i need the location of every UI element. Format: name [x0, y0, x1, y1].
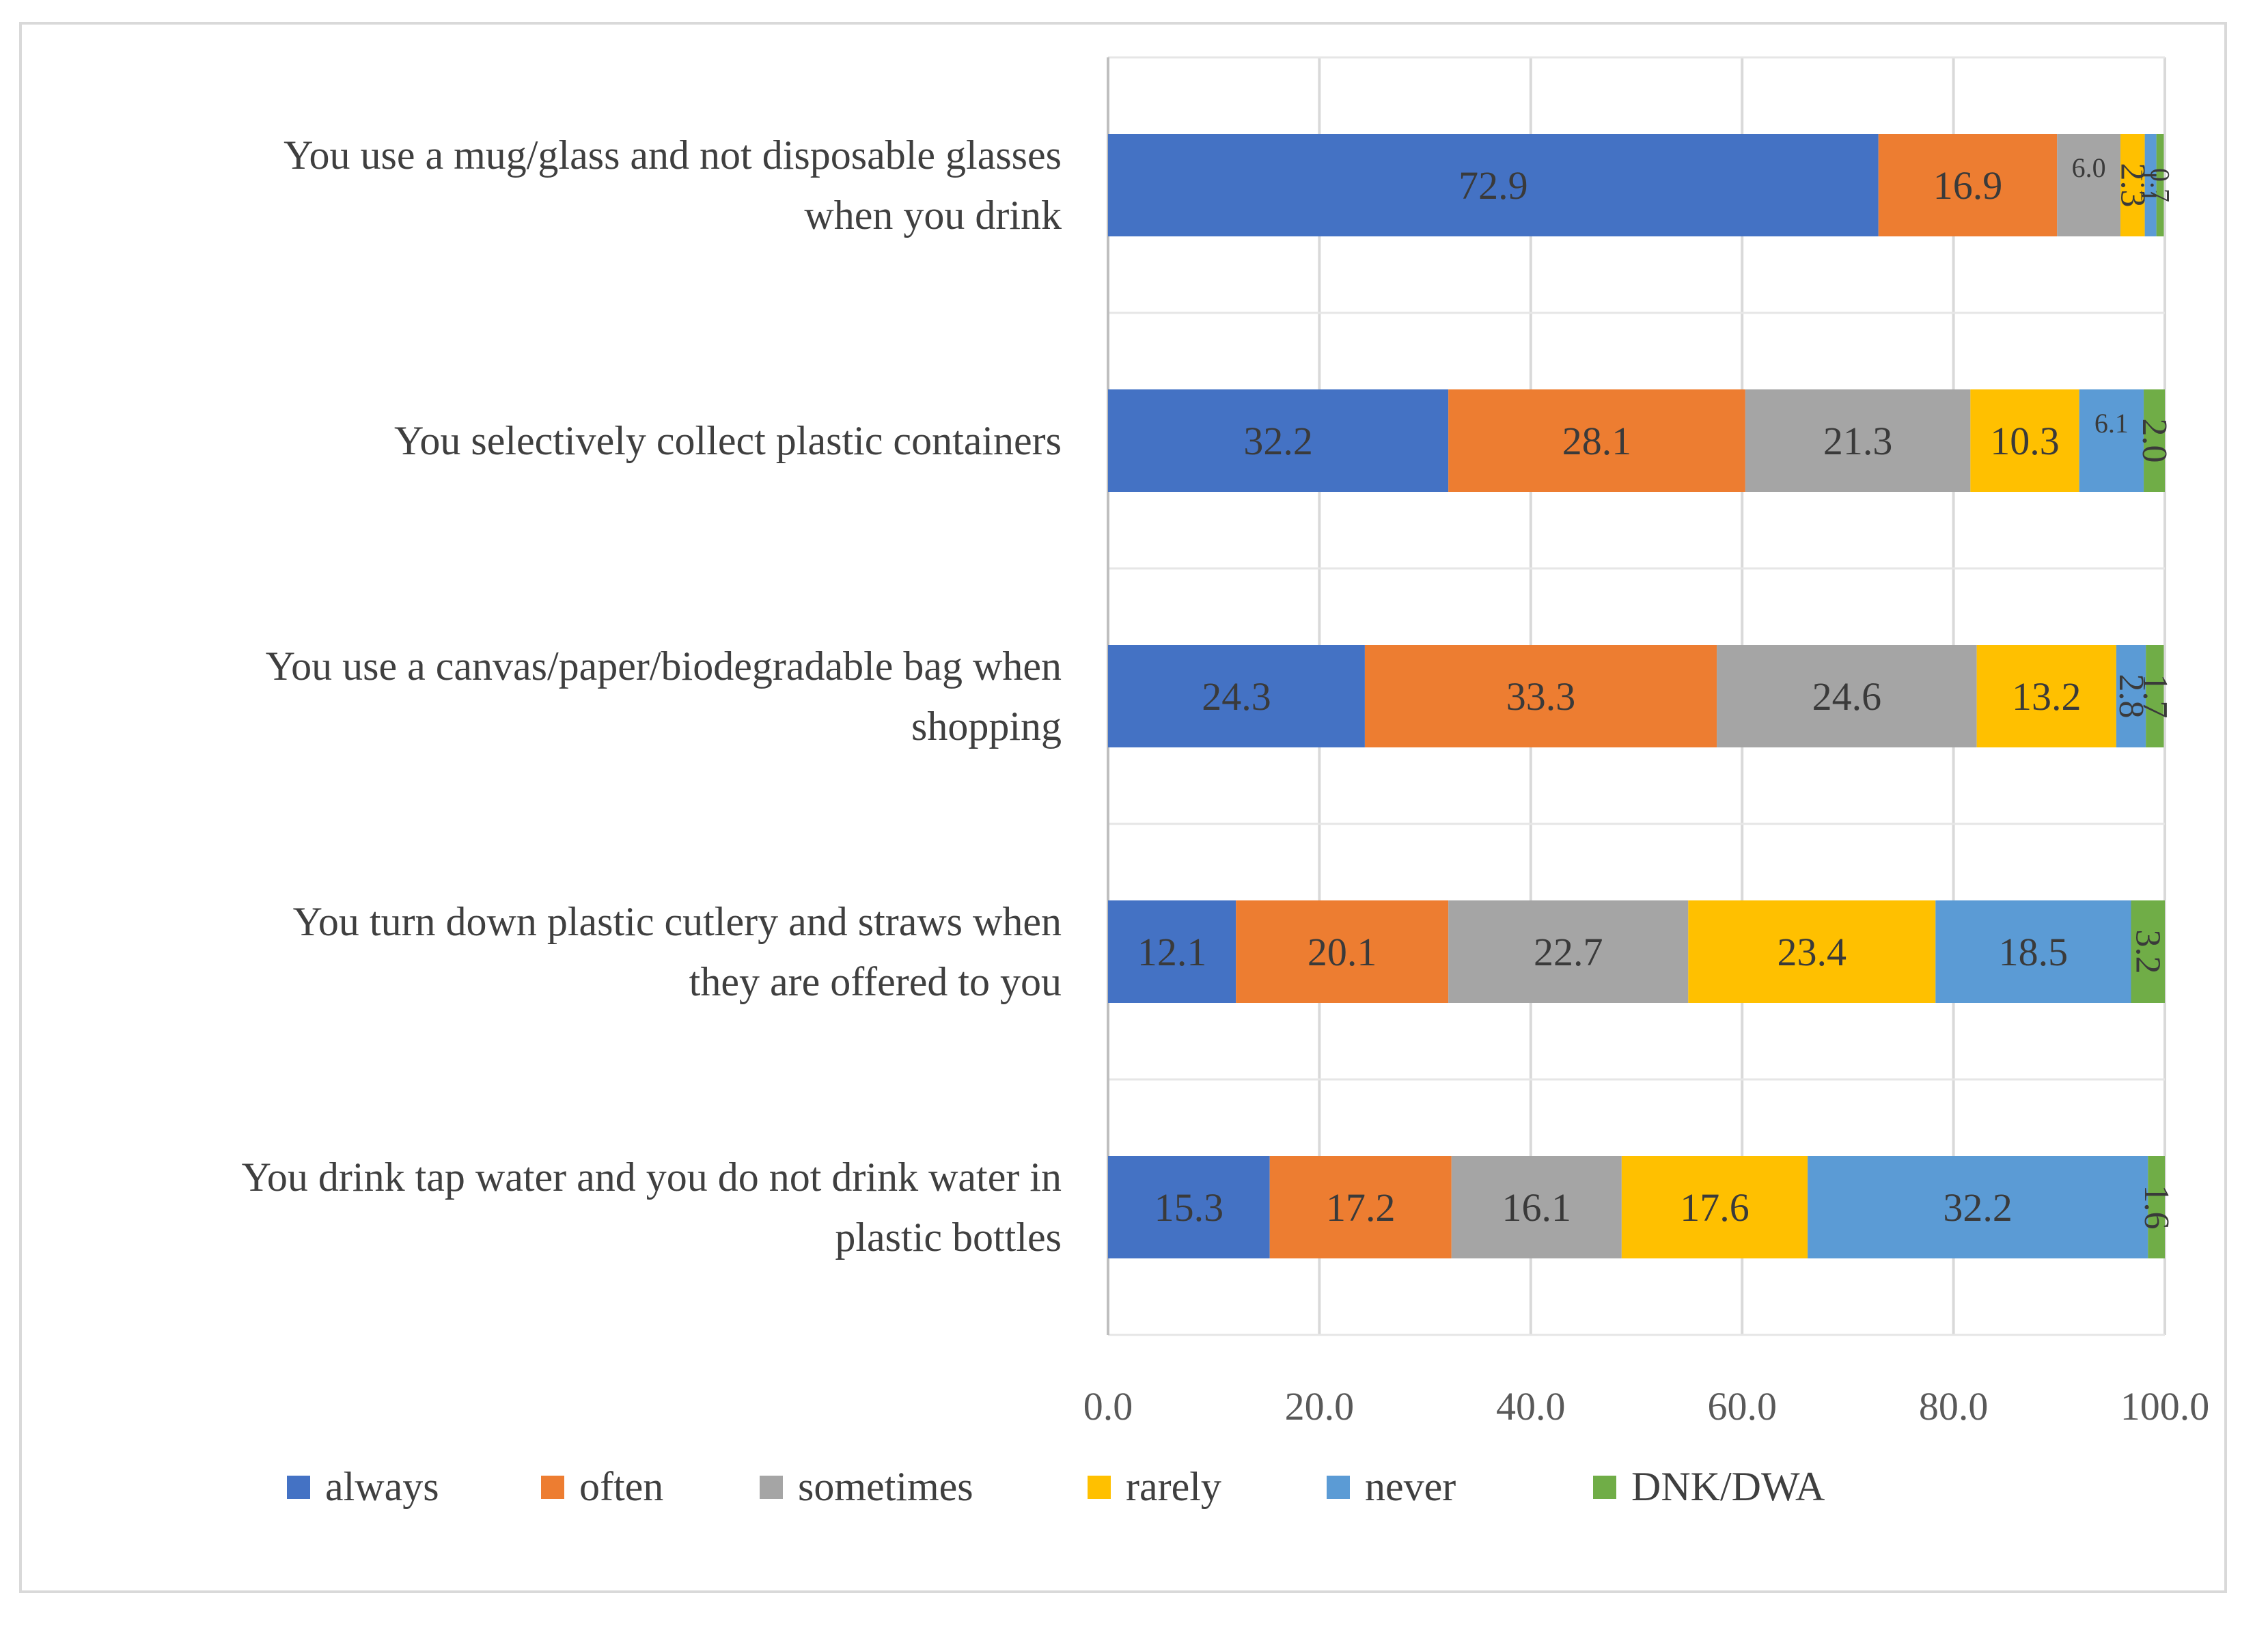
- bar-never: [1808, 1156, 2148, 1258]
- legend-swatch: [287, 1476, 310, 1499]
- category-label: You use a mug/glass and not disposable g…: [284, 133, 1062, 178]
- data-label: 13.2: [2012, 674, 2082, 719]
- data-label: 6.0: [2072, 152, 2106, 183]
- data-label: 21.3: [1823, 419, 1893, 463]
- category-label: You selectively collect plastic containe…: [394, 418, 1062, 463]
- data-label: 72.9: [1458, 163, 1528, 208]
- x-tick-label: 100.0: [2120, 1384, 2210, 1429]
- legend-swatch: [1327, 1476, 1350, 1499]
- bar-sometimes: [2057, 134, 2121, 236]
- bar-never: [2144, 134, 2157, 236]
- bar-never: [2079, 389, 2144, 492]
- legend-label: always: [325, 1464, 439, 1509]
- x-tick-label: 60.0: [1707, 1384, 1777, 1429]
- bar-always: [1108, 1156, 1270, 1258]
- bar-dnk-dwa: [2148, 1156, 2165, 1258]
- x-tick-label: 40.0: [1496, 1384, 1566, 1429]
- stacked-bar-chart: 0.0 20.0 40.0 60.0 80.0 100.0 You use a mug/gl…: [242, 56, 2210, 1509]
- data-label: 17.2: [1326, 1185, 1396, 1230]
- bar-sometimes: [1745, 389, 1971, 492]
- legend-swatch: [541, 1476, 564, 1499]
- category-label: plastic bottles: [835, 1215, 1062, 1260]
- x-tick-label: 0.0: [1083, 1384, 1133, 1429]
- data-label: 32.2: [1943, 1185, 2013, 1230]
- category-label: when you drink: [804, 193, 1062, 238]
- bar-often: [1269, 1156, 1452, 1258]
- legend-label: sometimes: [798, 1464, 973, 1509]
- bar-often: [1878, 134, 2058, 236]
- legend-label: never: [1365, 1464, 1456, 1509]
- bar-often: [1236, 900, 1449, 1003]
- bar-dnk-dwa: [2146, 645, 2164, 747]
- data-label: 3.2: [2129, 930, 2168, 974]
- legend-swatch: [1088, 1476, 1111, 1499]
- x-tick-label: 80.0: [1919, 1384, 1989, 1429]
- data-label: 24.3: [1202, 674, 1271, 719]
- bar-always: [1108, 645, 1365, 747]
- legend-label: often: [579, 1464, 663, 1509]
- data-label: 22.7: [1534, 930, 1603, 974]
- bar-dnk-dwa: [2131, 900, 2165, 1003]
- legend-swatch: [760, 1476, 783, 1499]
- bar-dnk-dwa: [2144, 389, 2165, 492]
- bar-sometimes: [1717, 645, 1977, 747]
- data-label: 6.1: [2094, 408, 2129, 439]
- data-label: 33.3: [1506, 674, 1576, 719]
- bar-always: [1108, 389, 1449, 492]
- data-label: 18.5: [1999, 930, 2069, 974]
- bar-dnk-dwa: [2156, 134, 2164, 236]
- data-label: 20.1: [1308, 930, 1377, 974]
- data-label: 1.6: [2137, 1185, 2176, 1230]
- data-label: 16.1: [1502, 1185, 1572, 1230]
- category-label: You drink tap water and you do not drink…: [242, 1155, 1062, 1200]
- bar-often: [1448, 389, 1745, 492]
- category-label: You turn down plastic cutlery and straws…: [293, 899, 1062, 944]
- data-label: 24.6: [1812, 674, 1882, 719]
- data-label: 2.0: [2135, 419, 2174, 463]
- category-label: You use a canvas/paper/biodegradable bag…: [266, 644, 1062, 689]
- legend-label: DNK/DWA: [1631, 1464, 1825, 1509]
- category-label: they are offered to you: [689, 959, 1062, 1004]
- data-label: 32.2: [1243, 419, 1313, 463]
- data-label: 1.7: [2135, 674, 2174, 719]
- chart-frame: 0.0 20.0 40.0 60.0 80.0 100.0 You use a mug/gl…: [19, 22, 2227, 1593]
- bar-often: [1364, 645, 1717, 747]
- bar-sometimes: [1448, 900, 1689, 1003]
- bar-rarely: [1976, 645, 2116, 747]
- legend-label: rarely: [1126, 1464, 1221, 1509]
- data-label: 0.7: [2145, 168, 2176, 202]
- data-label: 23.4: [1778, 930, 1847, 974]
- category-label: shopping: [911, 704, 1062, 749]
- bar-rarely: [2120, 134, 2145, 236]
- bar-rarely: [1688, 900, 1936, 1003]
- data-label: 17.6: [1680, 1185, 1750, 1230]
- data-label: 12.1: [1137, 930, 1207, 974]
- bar-sometimes: [1451, 1156, 1622, 1258]
- data-label: 15.3: [1154, 1185, 1224, 1230]
- legend-swatch: [1593, 1476, 1616, 1499]
- bar-never: [1935, 900, 2131, 1003]
- bar-always: [1108, 134, 1879, 236]
- data-label: 16.9: [1933, 163, 2003, 208]
- bar-rarely: [1621, 1156, 1808, 1258]
- bar-never: [2116, 645, 2146, 747]
- bar-always: [1108, 900, 1236, 1003]
- data-label: 10.3: [1990, 419, 2060, 463]
- data-label: 2.8: [2112, 674, 2151, 719]
- bar-rarely: [1970, 389, 2079, 492]
- data-label: 28.1: [1562, 419, 1632, 463]
- x-tick-label: 20.0: [1285, 1384, 1355, 1429]
